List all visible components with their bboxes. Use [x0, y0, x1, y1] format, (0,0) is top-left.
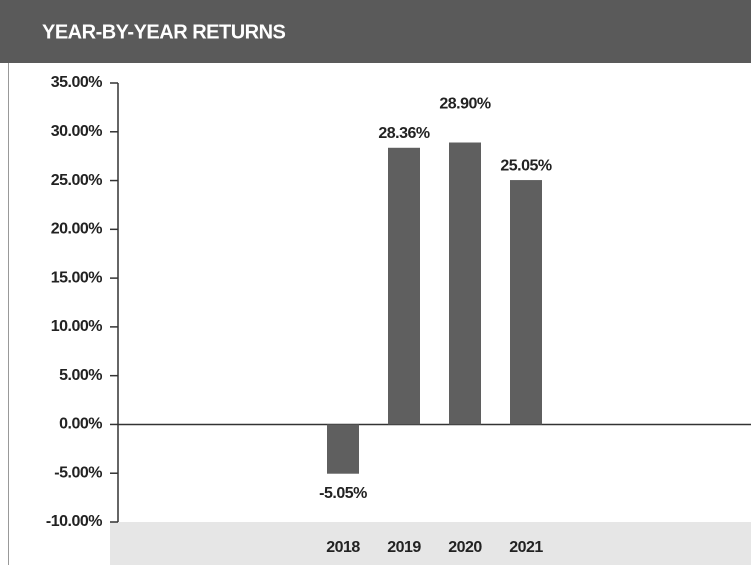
x-tick-label: 2019	[387, 539, 421, 556]
y-tick-label: 35.00%	[51, 74, 103, 91]
value-label: 28.36%	[378, 125, 430, 142]
y-tick-label: 30.00%	[51, 123, 103, 140]
chart-title: YEAR-BY-YEAR RETURNS	[42, 21, 286, 43]
header-bar	[0, 0, 751, 63]
category-band	[110, 522, 751, 565]
value-label: 25.05%	[500, 157, 552, 174]
y-tick-label: 5.00%	[59, 367, 102, 384]
bar	[327, 424, 359, 474]
x-tick-label: 2021	[509, 539, 543, 556]
y-tick-label: 0.00%	[59, 416, 102, 433]
x-tick-label: 2020	[448, 539, 482, 556]
bar	[388, 147, 420, 425]
y-tick-label: 10.00%	[51, 318, 103, 335]
y-tick-label: 25.00%	[51, 172, 103, 189]
y-tick-label: 20.00%	[51, 221, 103, 238]
bar	[449, 142, 481, 425]
x-tick-label: 2018	[326, 539, 360, 556]
value-label: 28.90%	[439, 96, 491, 113]
value-label: -5.05%	[319, 485, 367, 502]
y-tick-label: 15.00%	[51, 269, 103, 286]
bar	[510, 180, 542, 425]
y-tick-label: -5.00%	[54, 464, 102, 481]
y-tick-label: -10.00%	[46, 513, 102, 530]
